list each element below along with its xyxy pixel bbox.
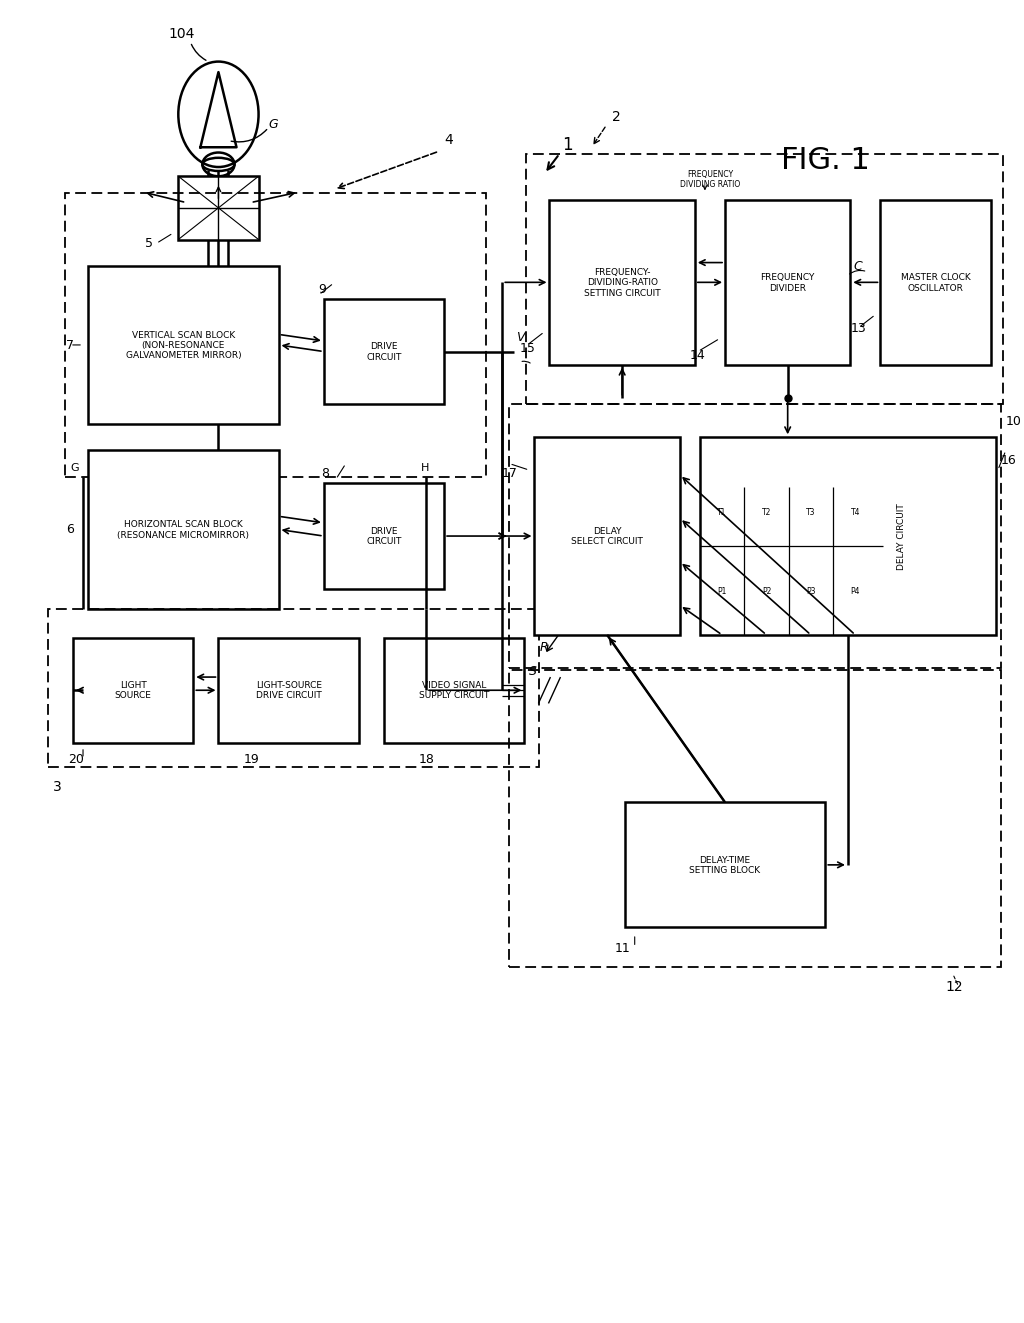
Text: 1: 1 — [562, 136, 572, 155]
Text: 10: 10 — [1006, 414, 1021, 427]
Text: FREQUENCY
DIVIDING RATIO: FREQUENCY DIVIDING RATIO — [680, 169, 739, 189]
Text: LIGHT
SOURCE: LIGHT SOURCE — [115, 681, 152, 700]
Text: V: V — [516, 331, 524, 344]
Bar — [699, 438, 995, 635]
Bar — [73, 638, 194, 744]
Text: H: H — [421, 463, 429, 472]
Text: C: C — [853, 259, 862, 273]
Bar — [880, 200, 990, 365]
Text: T4: T4 — [850, 508, 859, 517]
Text: DELAY
SELECT CIRCUIT: DELAY SELECT CIRCUIT — [571, 527, 643, 546]
Bar — [549, 200, 694, 365]
Bar — [725, 200, 850, 365]
Text: DELAY-TIME
SETTING BLOCK: DELAY-TIME SETTING BLOCK — [689, 856, 760, 875]
Text: T2: T2 — [762, 508, 771, 517]
Text: 18: 18 — [419, 753, 435, 766]
Bar — [324, 484, 444, 589]
Text: 2: 2 — [611, 110, 621, 124]
Text: P2: P2 — [762, 587, 771, 597]
Text: P1: P1 — [717, 587, 726, 597]
Text: VERTICAL SCAN BLOCK
(NON-RESONANCE
GALVANOMETER MIRROR): VERTICAL SCAN BLOCK (NON-RESONANCE GALVA… — [126, 331, 241, 360]
Bar — [384, 638, 524, 744]
Text: S: S — [529, 664, 537, 677]
Text: 14: 14 — [689, 348, 706, 361]
Text: FREQUENCY
DIVIDER: FREQUENCY DIVIDER — [760, 273, 814, 292]
Bar — [88, 266, 279, 425]
Bar — [88, 451, 279, 609]
Text: 17: 17 — [501, 467, 517, 480]
Bar — [178, 177, 258, 239]
Text: 13: 13 — [850, 321, 865, 335]
Bar — [509, 405, 1000, 668]
Text: LIGHT-SOURCE
DRIVE CIRCUIT: LIGHT-SOURCE DRIVE CIRCUIT — [256, 681, 322, 700]
Bar — [218, 638, 358, 744]
Text: 9: 9 — [318, 283, 327, 295]
Bar — [625, 803, 825, 927]
Text: 12: 12 — [945, 980, 963, 994]
Text: P3: P3 — [806, 587, 815, 597]
Text: 4: 4 — [444, 132, 453, 147]
Text: 3: 3 — [53, 779, 61, 794]
Text: 8: 8 — [321, 467, 329, 480]
Text: 16: 16 — [1000, 454, 1016, 467]
Text: G: G — [70, 463, 79, 472]
Text: DELAY CIRCUIT: DELAY CIRCUIT — [896, 503, 905, 570]
Bar — [65, 193, 486, 478]
Text: 6: 6 — [66, 524, 74, 536]
Text: 15: 15 — [519, 341, 535, 355]
Text: P4: P4 — [850, 587, 859, 597]
Bar — [324, 299, 444, 405]
Text: HORIZONTAL SCAN BLOCK
(RESONANCE MICROMIRROR): HORIZONTAL SCAN BLOCK (RESONANCE MICROMI… — [118, 520, 249, 540]
Bar — [526, 155, 1002, 405]
Text: 5: 5 — [145, 237, 154, 250]
Bar — [48, 609, 540, 767]
Text: 7: 7 — [66, 339, 74, 352]
Text: VIDEO SIGNAL
SUPPLY CIRCUIT: VIDEO SIGNAL SUPPLY CIRCUIT — [419, 681, 489, 700]
Text: MASTER CLOCK
OSCILLATOR: MASTER CLOCK OSCILLATOR — [900, 273, 970, 292]
Text: T3: T3 — [806, 508, 815, 517]
Text: FREQUENCY-
DIVIDING-RATIO
SETTING CIRCUIT: FREQUENCY- DIVIDING-RATIO SETTING CIRCUI… — [584, 267, 660, 298]
Text: 20: 20 — [68, 753, 84, 766]
Text: 19: 19 — [244, 753, 259, 766]
Text: G: G — [268, 118, 279, 131]
Text: R: R — [540, 640, 548, 654]
Text: DRIVE
CIRCUIT: DRIVE CIRCUIT — [366, 343, 401, 361]
Text: 104: 104 — [168, 28, 195, 41]
Text: 11: 11 — [614, 942, 630, 954]
Text: DRIVE
CIRCUIT: DRIVE CIRCUIT — [366, 527, 401, 546]
Bar — [509, 671, 1000, 967]
Bar — [535, 438, 680, 635]
Text: FIG. 1: FIG. 1 — [780, 147, 869, 176]
Text: T1: T1 — [717, 508, 726, 517]
